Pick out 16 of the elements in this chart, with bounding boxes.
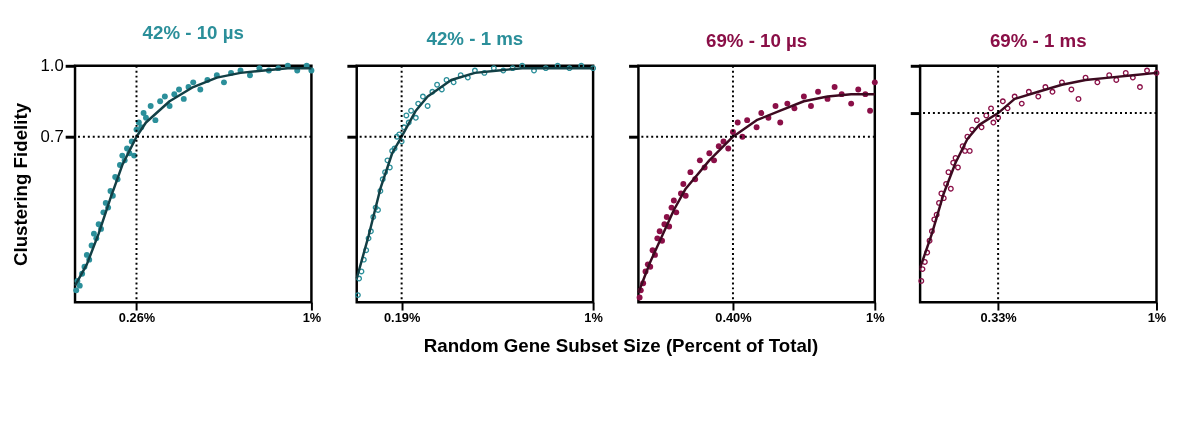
x-axis-title: Random Gene Subset Size (Percent of Total)	[423, 335, 819, 357]
x-tick-label: 0.26%	[118, 310, 156, 326]
x-tick-label: 1%	[584, 310, 604, 326]
x-tick-label: 0.19%	[383, 310, 421, 326]
chart-title: 42% - 1 ms	[426, 28, 524, 50]
chart-title: 42% - 10 µs	[142, 22, 244, 44]
y-tick-label: 1.0	[40, 56, 64, 76]
chart-title: 69% - 1 ms	[989, 29, 1087, 51]
y-tick-label: 0.7	[40, 127, 64, 147]
x-tick-label: 1%	[302, 310, 322, 326]
x-tick-label: 1%	[1147, 310, 1167, 326]
y-axis-title: Clustering Fidelity	[9, 102, 31, 267]
x-tick-label: 1%	[866, 310, 886, 326]
x-tick-label: 0.40%	[715, 310, 753, 326]
x-tick-label: 0.33%	[980, 310, 1018, 326]
chart-title: 69% - 10 µs	[705, 29, 808, 51]
